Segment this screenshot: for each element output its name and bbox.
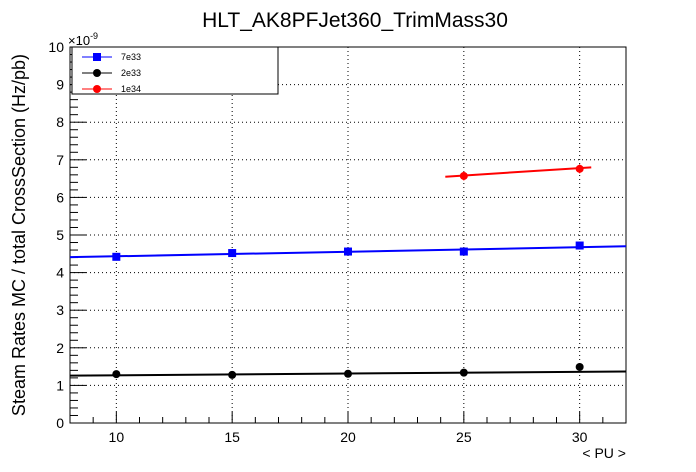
data-point	[575, 362, 584, 371]
grid-lines	[70, 47, 626, 423]
x-tick-label: 25	[456, 429, 472, 445]
data-series	[69, 164, 627, 379]
x-tick-label: 10	[109, 429, 125, 445]
data-point	[228, 370, 237, 379]
x-tick-label: 20	[340, 429, 356, 445]
data-point	[228, 249, 237, 258]
y-tick-label: 7	[56, 152, 64, 168]
data-point	[344, 369, 352, 378]
series-2e33	[69, 362, 627, 379]
data-point	[344, 247, 352, 256]
x-tick-labels: 10 15 20 25 30	[109, 429, 588, 445]
y-tick-label: 3	[56, 302, 64, 318]
y-tick-label: 1	[56, 377, 64, 393]
legend-entry: 2e33	[82, 68, 141, 78]
x-tick-label: 15	[224, 429, 240, 445]
y-tick-label: 8	[56, 114, 64, 130]
series-7e33	[69, 241, 627, 261]
series-1e34	[445, 164, 592, 181]
legend-box	[71, 46, 279, 95]
y-exponent-power: -9	[90, 31, 98, 41]
fit-line	[445, 166, 592, 178]
y-tick-label: 4	[56, 265, 64, 281]
y-axis-label: Steam Rates MC / total CrossSection (Hz/…	[9, 54, 29, 416]
data-point	[459, 368, 468, 377]
legend-label: 2e33	[121, 68, 141, 78]
legend: 7e33 2e33 1e34	[71, 46, 279, 95]
y-exponent-base: ×10	[68, 33, 90, 48]
legend-marker	[93, 85, 101, 93]
data-point	[575, 241, 584, 250]
legend-marker	[93, 53, 101, 61]
legend-label: 7e33	[121, 52, 141, 62]
legend-entries: 7e33 2e33 1e34	[82, 52, 141, 94]
y-tick-label: 6	[56, 189, 64, 205]
legend-label: 1e34	[121, 84, 141, 94]
y-tick-label: 5	[56, 227, 64, 243]
y-exponent-label: ×10-9	[68, 31, 98, 48]
data-point	[459, 171, 468, 180]
y-tick-labels: 0 1 2 3 4 5 6 7 8 9 10	[48, 39, 64, 431]
data-point	[575, 164, 584, 173]
x-tick-label: 30	[572, 429, 588, 445]
data-point	[459, 247, 468, 256]
data-point	[112, 252, 121, 261]
y-tick-label: 0	[56, 415, 64, 431]
x-axis-label: < PU >	[582, 445, 626, 461]
legend-entry: 7e33	[82, 52, 141, 62]
legend-marker	[93, 69, 101, 77]
legend-entry: 1e34	[82, 84, 141, 94]
data-point	[112, 370, 121, 379]
y-tick-label: 2	[56, 340, 64, 356]
chart-title: HLT_AK8PFJet360_TrimMass30	[202, 9, 508, 32]
y-tick-label: 9	[56, 77, 64, 93]
y-tick-label: 10	[48, 39, 64, 55]
axis-ticks	[69, 46, 627, 424]
